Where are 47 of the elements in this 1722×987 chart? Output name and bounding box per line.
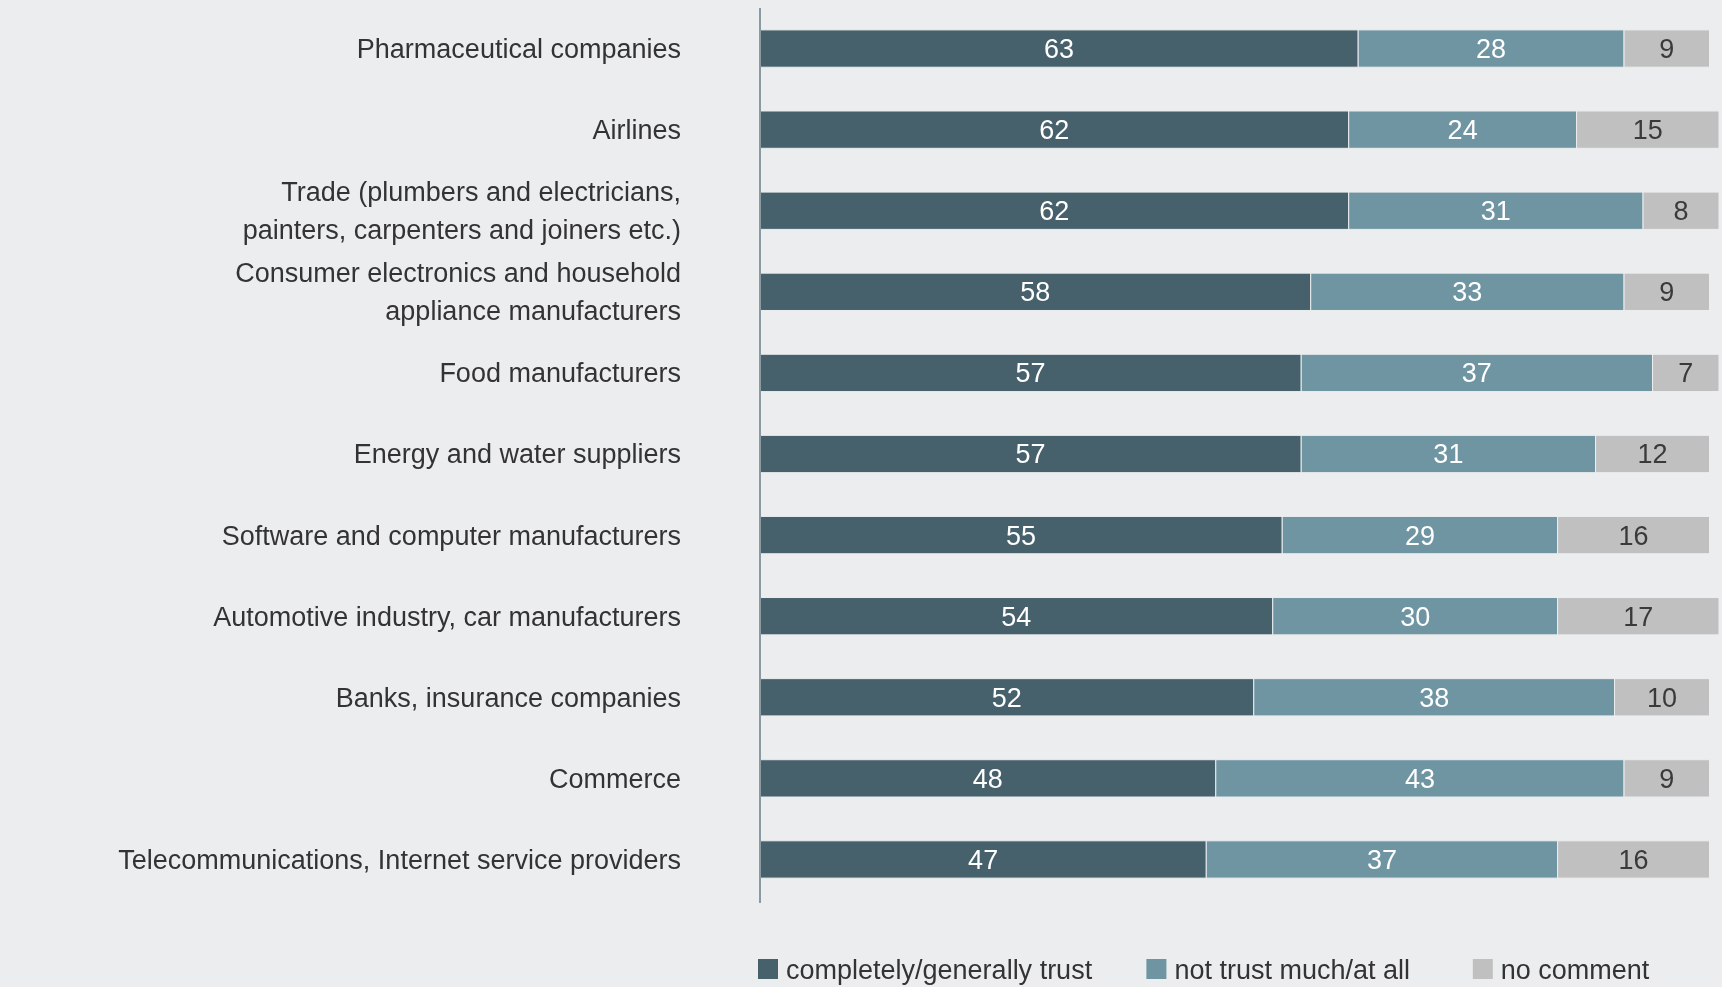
data-label: 30 bbox=[1400, 601, 1431, 632]
y-tick-label: Food manufacturers bbox=[439, 358, 681, 389]
legend-label: not trust much/at all bbox=[1174, 955, 1411, 986]
data-label: 62 bbox=[1039, 196, 1070, 227]
data-label: 37 bbox=[1366, 844, 1397, 875]
data-label: 12 bbox=[1637, 439, 1668, 470]
data-label: 47 bbox=[968, 844, 999, 875]
data-label: 15 bbox=[1632, 115, 1663, 146]
data-label: 57 bbox=[1015, 439, 1046, 470]
data-label: 16 bbox=[1618, 520, 1649, 551]
y-tick-label: Commerce bbox=[548, 763, 681, 794]
data-label: 16 bbox=[1618, 844, 1649, 875]
legend-label: no comment bbox=[1500, 955, 1650, 986]
y-tick-label: Software and computer manufacturers bbox=[221, 520, 681, 551]
data-label: 38 bbox=[1419, 682, 1450, 713]
data-label: 55 bbox=[1006, 520, 1037, 551]
data-label: 63 bbox=[1044, 34, 1075, 64]
y-tick-label: Energy and water suppliers bbox=[353, 439, 681, 470]
data-label: 31 bbox=[1433, 439, 1464, 470]
data-label: 9 bbox=[1659, 763, 1675, 794]
y-tick-label: Consumer electronics and household appliance manufacturers bbox=[235, 258, 681, 327]
data-label: 10 bbox=[1647, 682, 1678, 713]
data-label: 48 bbox=[972, 763, 1003, 794]
data-label: 29 bbox=[1404, 520, 1435, 551]
data-label: 24 bbox=[1447, 115, 1478, 146]
data-label: 62 bbox=[1039, 115, 1070, 146]
data-label: 43 bbox=[1404, 763, 1435, 794]
data-label: 52 bbox=[991, 682, 1022, 713]
legend-label: completely/generally trust bbox=[786, 955, 1093, 986]
data-label: 37 bbox=[1461, 358, 1492, 389]
data-label: 54 bbox=[1001, 601, 1032, 632]
data-label: 28 bbox=[1476, 34, 1507, 64]
y-tick-label: Pharmaceutical companies bbox=[356, 34, 681, 64]
data-label: 17 bbox=[1623, 601, 1654, 632]
data-label: 9 bbox=[1659, 34, 1675, 64]
data-label: 58 bbox=[1020, 277, 1051, 308]
y-tick-label: Automotive industry, car manufacturers bbox=[213, 601, 681, 632]
data-label: 9 bbox=[1659, 277, 1675, 308]
y-tick-label: Banks, insurance companies bbox=[335, 682, 681, 713]
y-tick-label: Telecommunications, Internet service providers bbox=[118, 844, 681, 875]
data-label: 8 bbox=[1673, 196, 1689, 227]
data-label: 33 bbox=[1452, 277, 1483, 308]
data-label: 57 bbox=[1015, 358, 1046, 389]
data-label: 7 bbox=[1678, 358, 1694, 389]
y-tick-label: Airlines bbox=[592, 115, 681, 146]
data-label: 31 bbox=[1480, 196, 1511, 227]
y-tick-label: Trade (plumbers and electricians, painters, carpenters and joiners etc.) bbox=[242, 177, 681, 246]
